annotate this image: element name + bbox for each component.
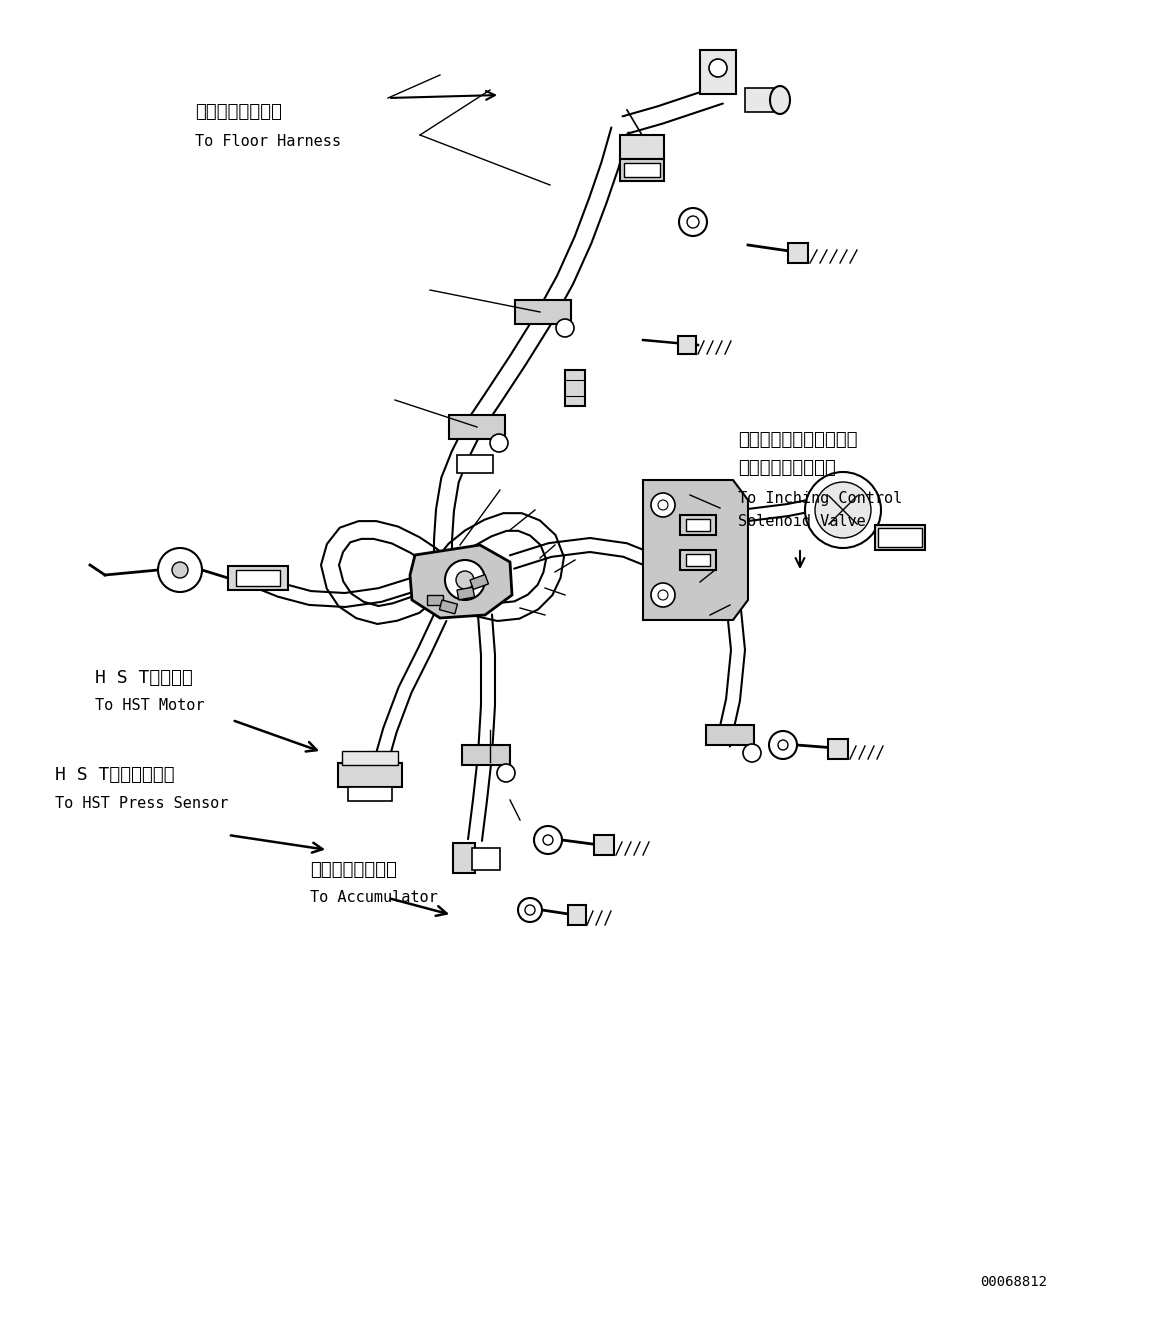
Bar: [680, 514, 716, 536]
Circle shape: [769, 731, 797, 758]
Circle shape: [556, 319, 575, 336]
Bar: [427, 595, 443, 605]
Bar: [789, 243, 808, 262]
Bar: [454, 843, 475, 873]
Circle shape: [518, 898, 542, 922]
Text: フロアハーネスへ: フロアハーネスへ: [195, 103, 281, 121]
Circle shape: [158, 547, 202, 592]
Bar: [440, 600, 457, 613]
Text: インチングコントロール: インチングコントロール: [739, 431, 857, 448]
Circle shape: [679, 208, 707, 236]
Text: To Accumulator: To Accumulator: [311, 890, 437, 906]
Bar: [565, 371, 585, 406]
Circle shape: [456, 571, 475, 590]
Bar: [457, 455, 493, 474]
Circle shape: [490, 434, 508, 452]
Circle shape: [534, 826, 562, 853]
Circle shape: [651, 493, 675, 517]
Bar: [594, 835, 614, 855]
Circle shape: [709, 59, 727, 77]
Bar: [620, 160, 664, 181]
Bar: [338, 762, 402, 787]
Bar: [457, 587, 475, 600]
Bar: [680, 550, 716, 570]
Text: To HST Motor: To HST Motor: [95, 699, 205, 714]
Text: To Floor Harness: To Floor Harness: [195, 135, 341, 149]
Circle shape: [497, 764, 515, 782]
Circle shape: [651, 583, 675, 607]
Bar: [342, 751, 398, 765]
Bar: [462, 745, 511, 765]
Text: 00068812: 00068812: [980, 1275, 1047, 1289]
Bar: [472, 848, 500, 871]
Bar: [449, 415, 505, 439]
Circle shape: [658, 590, 668, 600]
Bar: [686, 518, 709, 532]
Text: ソレノイドバルブへ: ソレノイドバルブへ: [739, 459, 836, 477]
Circle shape: [658, 500, 668, 510]
Bar: [875, 525, 925, 550]
Bar: [515, 299, 571, 324]
Ellipse shape: [770, 86, 790, 113]
Bar: [706, 725, 754, 745]
Circle shape: [687, 216, 699, 228]
Circle shape: [525, 905, 535, 915]
Bar: [228, 566, 288, 590]
Bar: [470, 575, 488, 590]
Bar: [700, 50, 736, 94]
Bar: [878, 528, 922, 547]
Bar: [568, 905, 586, 925]
Bar: [236, 570, 280, 586]
Circle shape: [445, 561, 485, 600]
Text: Solenoid Valve: Solenoid Valve: [739, 514, 865, 529]
Bar: [686, 554, 709, 566]
Bar: [625, 164, 659, 177]
Circle shape: [815, 481, 871, 538]
Circle shape: [172, 562, 188, 578]
Circle shape: [543, 835, 552, 845]
Bar: [348, 787, 392, 801]
Text: H S T油圧センサへ: H S T油圧センサへ: [55, 766, 174, 783]
Text: H S Tモータへ: H S Tモータへ: [95, 669, 193, 687]
Bar: [678, 336, 695, 353]
Text: To HST Press Sensor: To HST Press Sensor: [55, 795, 228, 810]
Bar: [620, 135, 664, 160]
Polygon shape: [643, 480, 748, 620]
Bar: [745, 88, 783, 112]
Circle shape: [778, 740, 789, 751]
Polygon shape: [411, 545, 512, 619]
Text: To Inching Control: To Inching Control: [739, 491, 902, 505]
Circle shape: [805, 472, 882, 547]
Text: アキュムレータへ: アキュムレータへ: [311, 861, 397, 878]
Circle shape: [743, 744, 761, 762]
Bar: [828, 739, 848, 758]
